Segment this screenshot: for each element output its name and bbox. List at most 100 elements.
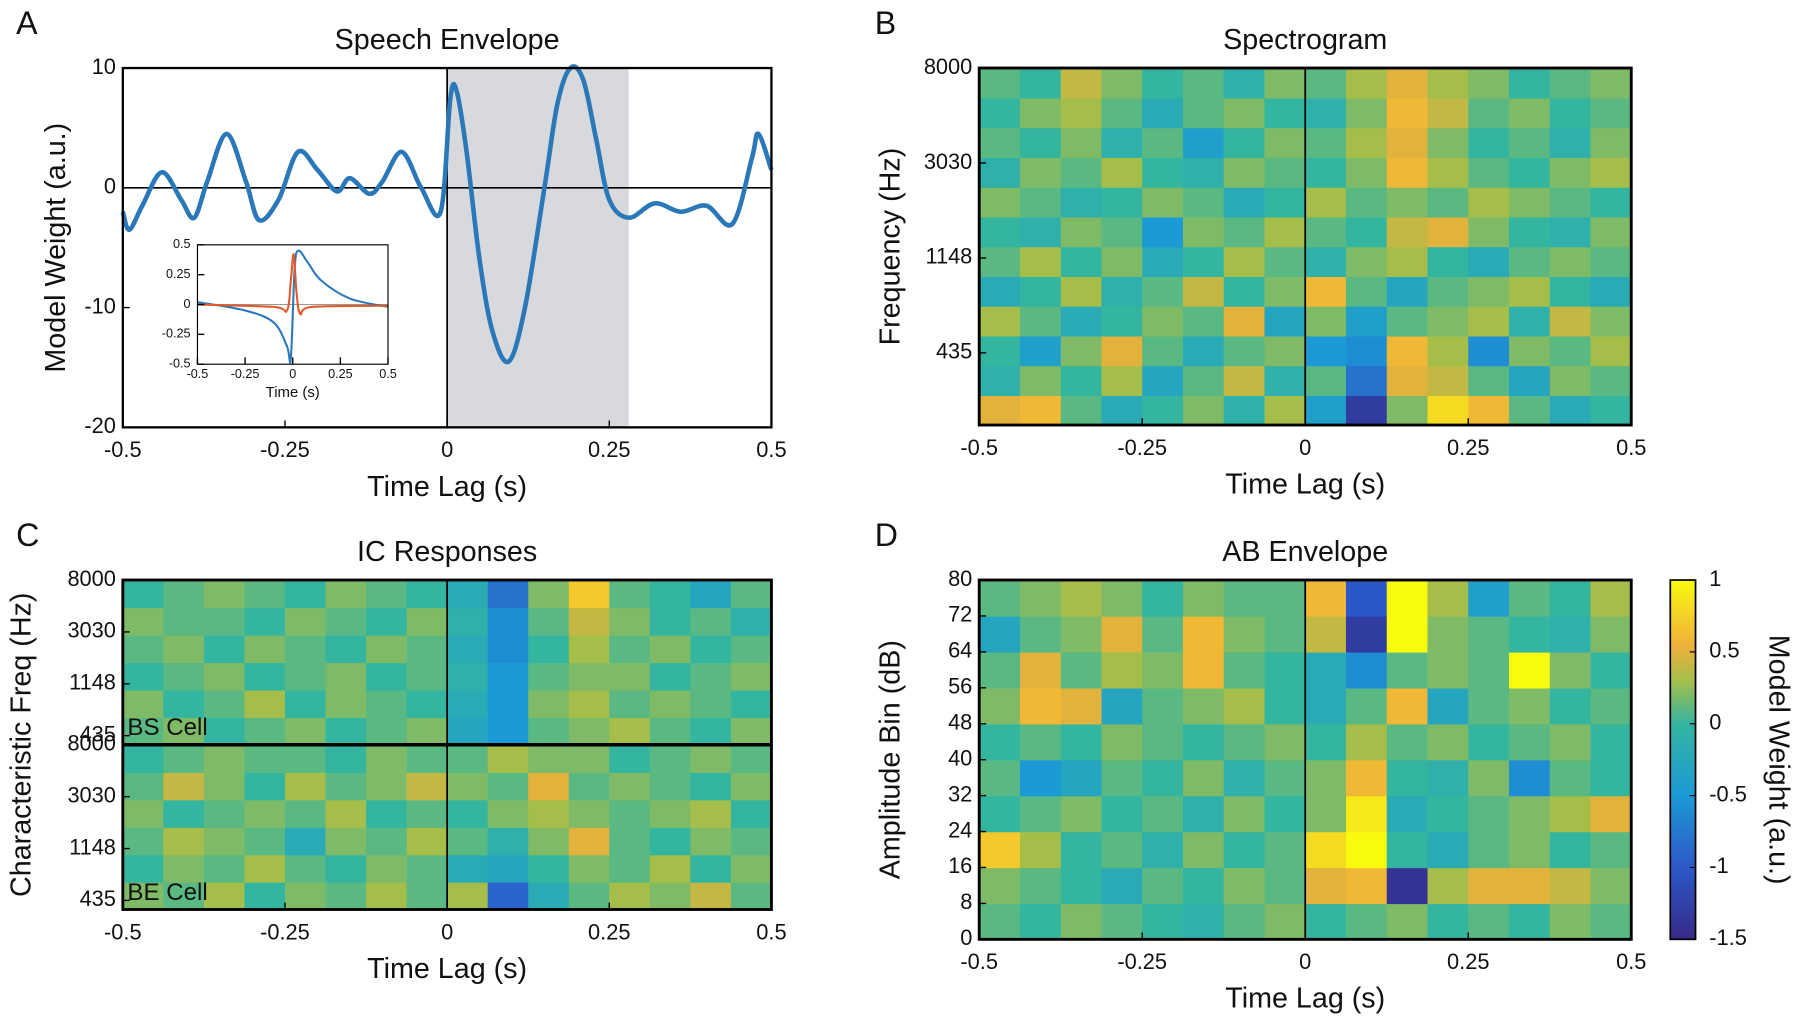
heat-cell [1182, 216, 1225, 248]
heat-cell [609, 882, 651, 911]
heat-cell [1223, 580, 1266, 617]
heat-cell [1345, 365, 1388, 396]
y-tick-label: 435 [936, 339, 972, 364]
heat-cell [1468, 831, 1510, 869]
heat-cell [1508, 615, 1551, 653]
heat-cell [1427, 687, 1469, 725]
heat-cell [325, 634, 367, 664]
heat-cell [730, 662, 773, 691]
x-tick-label: 0.25 [588, 437, 630, 462]
heat-cell [690, 634, 732, 664]
heat-cell [1468, 157, 1510, 188]
heat-cell [979, 127, 1021, 158]
x-tick-label: -0.5 [104, 919, 142, 944]
heat-cell [568, 634, 610, 664]
heat-cell [284, 607, 327, 636]
heat-cell [1019, 867, 1062, 905]
heat-cell [690, 744, 732, 773]
y-tick-label: 8 [960, 889, 972, 914]
heat-cell [1060, 903, 1103, 941]
x-tick-label: 0.5 [1616, 435, 1646, 460]
heat-cell [163, 744, 205, 773]
heat-cell [690, 580, 732, 609]
heat-cell [1142, 651, 1184, 689]
heat-cell [284, 882, 327, 911]
heat-cell [203, 854, 246, 883]
heat-cell [366, 634, 408, 664]
heat-cell [1468, 187, 1510, 218]
heat-cell [730, 827, 773, 856]
heat-cell [1386, 157, 1429, 188]
heat-cell [487, 607, 529, 636]
y-tick-label: 80 [948, 566, 972, 591]
heat-cell [1427, 68, 1469, 99]
x-tick-label: 0 [1299, 949, 1311, 974]
heat-cell [1101, 795, 1143, 833]
heat-cell [1264, 651, 1306, 689]
y-tick-label: 0.25 [166, 267, 191, 281]
heat-cell [979, 97, 1021, 129]
x-tick-label: -0.25 [1117, 949, 1167, 974]
heat-cell [1427, 867, 1469, 905]
heat-cell [1549, 187, 1592, 218]
heat-cell [1305, 187, 1347, 218]
heat-cell [366, 580, 408, 609]
heat-cell [1305, 395, 1347, 426]
panel-label: D [875, 517, 898, 553]
heat-cell [690, 882, 732, 911]
heat-cell [1142, 246, 1184, 277]
heat-cell [979, 276, 1021, 307]
heat-cell [1182, 246, 1225, 277]
heat-cell [1142, 395, 1184, 426]
heat-cell [163, 799, 205, 828]
heat-cell [163, 607, 205, 636]
heat-cell [366, 717, 408, 746]
heat-cell [487, 580, 529, 609]
heat-cell [1345, 867, 1388, 905]
heat-cell [1101, 68, 1143, 99]
heat-cell [122, 689, 165, 718]
heat-cell [1305, 335, 1347, 367]
heat-cell [122, 717, 165, 746]
heat-cell [1590, 216, 1632, 248]
heat-cell [1182, 723, 1225, 761]
chart-title: Speech Envelope [335, 24, 560, 56]
heat-cell [1590, 867, 1632, 905]
heat-cell [406, 827, 448, 856]
heat-cell [1182, 580, 1225, 617]
heat-cell [1182, 187, 1225, 218]
heat-cell [325, 854, 367, 883]
heat-cell [1508, 187, 1551, 218]
heat-cell [203, 607, 246, 636]
x-tick-label: -0.25 [231, 367, 260, 381]
heat-cell [1427, 127, 1469, 158]
heat-cell [406, 634, 448, 664]
heat-cell [1101, 157, 1143, 188]
x-tick-label: 0 [441, 919, 453, 944]
x-tick-label: 0 [289, 367, 296, 381]
x-tick-label: 0 [1299, 435, 1311, 460]
heat-cell [163, 882, 205, 911]
heat-cell [1427, 306, 1469, 337]
heat-cell [447, 744, 489, 773]
heat-cell [568, 799, 610, 828]
heat-cell [1590, 759, 1632, 797]
heat-cell [1305, 795, 1347, 833]
heat-cell [1386, 306, 1429, 337]
inset-line [197, 253, 389, 316]
heat-cell [1386, 867, 1429, 905]
y-tick-label: 8000 [924, 54, 973, 79]
heat-cell [979, 187, 1021, 218]
heat-cell [1182, 97, 1225, 129]
heat-cell [649, 717, 692, 746]
heat-cell [649, 689, 692, 718]
x-tick-label: -0.25 [260, 919, 310, 944]
heat-cell [1508, 68, 1551, 99]
heat-cell [1345, 335, 1388, 367]
heat-cell [1386, 903, 1429, 941]
heat-cell [1549, 306, 1592, 337]
colorbar-tick-label: -0.5 [1709, 781, 1747, 806]
x-axis-label: Time Lag (s) [1225, 983, 1385, 1015]
heat-cell [649, 854, 692, 883]
